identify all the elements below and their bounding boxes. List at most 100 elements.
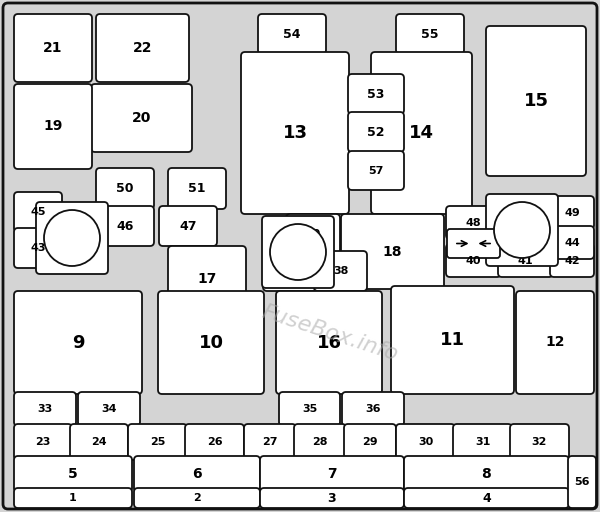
Text: 19: 19 <box>43 119 62 134</box>
Text: 28: 28 <box>312 437 328 447</box>
FancyBboxPatch shape <box>550 196 594 229</box>
FancyBboxPatch shape <box>159 206 217 246</box>
FancyBboxPatch shape <box>344 424 396 460</box>
FancyBboxPatch shape <box>486 26 586 176</box>
FancyBboxPatch shape <box>453 424 512 460</box>
Text: 1: 1 <box>69 493 77 503</box>
Text: 29: 29 <box>362 437 378 447</box>
Text: 39: 39 <box>305 229 321 239</box>
Text: 26: 26 <box>206 437 223 447</box>
FancyBboxPatch shape <box>96 206 154 246</box>
Circle shape <box>494 202 550 258</box>
Text: 50: 50 <box>116 182 134 195</box>
FancyBboxPatch shape <box>404 488 569 508</box>
Text: 38: 38 <box>333 266 348 276</box>
FancyBboxPatch shape <box>342 392 404 426</box>
Text: 40: 40 <box>466 255 481 266</box>
Circle shape <box>44 210 100 266</box>
FancyBboxPatch shape <box>404 456 569 492</box>
FancyBboxPatch shape <box>348 112 404 152</box>
FancyBboxPatch shape <box>446 244 501 277</box>
Text: 8: 8 <box>482 467 491 481</box>
Text: 53: 53 <box>367 88 385 100</box>
FancyBboxPatch shape <box>568 456 596 508</box>
FancyBboxPatch shape <box>70 424 128 460</box>
FancyBboxPatch shape <box>91 84 192 152</box>
Text: 22: 22 <box>133 41 152 55</box>
Text: 35: 35 <box>302 404 317 414</box>
FancyBboxPatch shape <box>258 14 326 54</box>
Text: 21: 21 <box>43 41 63 55</box>
Text: 57: 57 <box>368 165 383 176</box>
FancyBboxPatch shape <box>96 168 154 209</box>
FancyBboxPatch shape <box>550 244 594 277</box>
FancyBboxPatch shape <box>3 3 597 509</box>
Circle shape <box>270 224 326 280</box>
FancyBboxPatch shape <box>391 286 514 394</box>
FancyBboxPatch shape <box>241 52 349 214</box>
FancyBboxPatch shape <box>14 392 76 426</box>
Text: 14: 14 <box>409 124 434 142</box>
Text: 31: 31 <box>475 437 490 447</box>
Text: 54: 54 <box>283 28 301 40</box>
FancyBboxPatch shape <box>14 84 92 169</box>
FancyBboxPatch shape <box>516 291 594 394</box>
FancyBboxPatch shape <box>134 456 260 492</box>
Text: 48: 48 <box>466 218 481 227</box>
Text: 7: 7 <box>327 467 337 481</box>
Text: 10: 10 <box>199 333 223 352</box>
FancyBboxPatch shape <box>294 424 346 460</box>
FancyBboxPatch shape <box>348 74 404 114</box>
Text: 5: 5 <box>68 467 78 481</box>
FancyBboxPatch shape <box>260 456 404 492</box>
Text: 23: 23 <box>35 437 50 447</box>
Text: 30: 30 <box>418 437 433 447</box>
FancyBboxPatch shape <box>446 206 501 239</box>
Text: 17: 17 <box>197 272 217 286</box>
Text: FuseBox.info: FuseBox.info <box>259 301 401 365</box>
FancyBboxPatch shape <box>498 244 553 277</box>
FancyBboxPatch shape <box>486 194 558 266</box>
FancyBboxPatch shape <box>286 214 340 254</box>
Text: 44: 44 <box>564 238 580 247</box>
FancyBboxPatch shape <box>263 251 316 291</box>
FancyBboxPatch shape <box>14 228 62 268</box>
Text: 27: 27 <box>262 437 278 447</box>
FancyBboxPatch shape <box>78 392 140 426</box>
Text: 15: 15 <box>523 92 548 110</box>
FancyBboxPatch shape <box>348 151 404 190</box>
FancyBboxPatch shape <box>168 246 246 312</box>
Text: 11: 11 <box>440 331 465 349</box>
Text: 32: 32 <box>532 437 547 447</box>
FancyBboxPatch shape <box>14 291 142 394</box>
FancyBboxPatch shape <box>14 488 132 508</box>
Text: 49: 49 <box>564 207 580 218</box>
Text: 9: 9 <box>72 333 84 352</box>
FancyBboxPatch shape <box>14 424 72 460</box>
Text: 51: 51 <box>188 182 206 195</box>
FancyBboxPatch shape <box>396 14 464 54</box>
Text: 41: 41 <box>518 255 533 266</box>
FancyBboxPatch shape <box>276 291 382 394</box>
Text: 43: 43 <box>30 243 46 253</box>
FancyBboxPatch shape <box>36 202 108 274</box>
Text: 52: 52 <box>367 125 385 139</box>
Text: 6: 6 <box>192 467 202 481</box>
Text: 12: 12 <box>545 335 565 350</box>
Text: 42: 42 <box>564 255 580 266</box>
Text: 47: 47 <box>179 220 197 232</box>
Text: 24: 24 <box>91 437 107 447</box>
FancyBboxPatch shape <box>14 456 132 492</box>
Text: 20: 20 <box>132 111 151 125</box>
Text: 34: 34 <box>101 404 117 414</box>
Text: 46: 46 <box>116 220 134 232</box>
Text: 2: 2 <box>193 493 201 503</box>
FancyBboxPatch shape <box>341 214 444 289</box>
FancyBboxPatch shape <box>14 14 92 82</box>
FancyBboxPatch shape <box>185 424 244 460</box>
FancyBboxPatch shape <box>314 251 367 291</box>
Text: 56: 56 <box>574 477 590 487</box>
Text: 13: 13 <box>283 124 308 142</box>
FancyBboxPatch shape <box>128 424 187 460</box>
FancyBboxPatch shape <box>396 424 455 460</box>
